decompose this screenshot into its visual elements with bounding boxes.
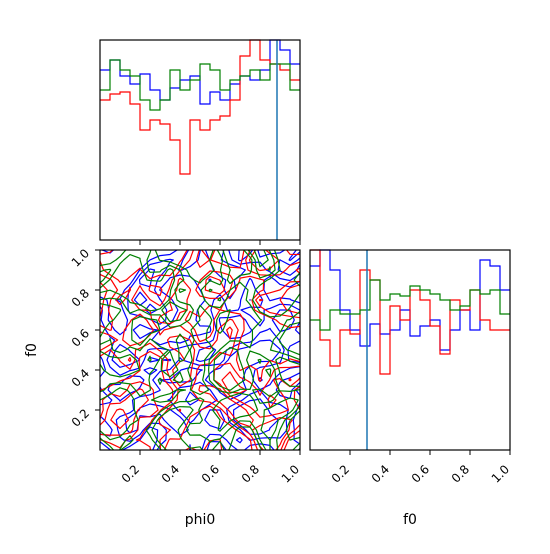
contour-ytick-label-2: 0.6 <box>69 326 92 349</box>
y-axis-label-f0: f0 <box>24 343 40 357</box>
hist-phi0-panel <box>99 39 301 245</box>
hist-f0-frame <box>309 249 511 451</box>
contour-ytick-label-3: 0.8 <box>69 286 92 309</box>
hist-f0-xtick-label-1: 0.4 <box>369 462 392 485</box>
contour-xtick-label-4: 1.0 <box>279 462 302 485</box>
hist-f0-series-0 <box>310 249 510 351</box>
hist-phi0-series-0 <box>100 39 300 105</box>
hist-f0-xtick-label-3: 0.8 <box>449 462 472 485</box>
contour-frame <box>99 249 301 451</box>
hist-phi0-frame <box>99 39 301 241</box>
hist-phi0-series-2 <box>100 59 300 111</box>
hist-f0-panel: 0.2 0.4 0.6 0.8 1.0 <box>309 249 512 486</box>
hist-phi0-series-1 <box>100 39 300 175</box>
hist-f0-series-2 <box>310 279 510 331</box>
hist-f0-xtick-label-0: 0.2 <box>329 462 352 485</box>
contour-xtick-label-2: 0.6 <box>199 462 222 485</box>
contour-xtick-label-1: 0.4 <box>159 462 182 485</box>
contour-ytick-label-4: 1.0 <box>69 246 92 269</box>
contour-lines <box>100 250 300 450</box>
contour-series-2-level-1 <box>100 250 300 450</box>
contour-ytick-label-1: 0.4 <box>69 366 92 389</box>
x-axis-label-phi0: phi0 <box>185 512 216 528</box>
x-axis-label-f0: f0 <box>403 512 417 528</box>
contour-series-2-level-2 <box>100 250 300 450</box>
hist-f0-xtick-label-4: 1.0 <box>489 462 512 485</box>
contour-ytick-label-0: 0.2 <box>69 406 92 429</box>
hist-f0-xtick-label-2: 0.6 <box>409 462 432 485</box>
contour-xtick-label-0: 0.2 <box>119 462 142 485</box>
contour-phi0-f0-panel: 0.2 0.4 0.6 0.8 1.0 0.2 0.4 0.6 0.8 1.0 <box>69 246 302 485</box>
contour-xtick-label-3: 0.8 <box>239 462 262 485</box>
